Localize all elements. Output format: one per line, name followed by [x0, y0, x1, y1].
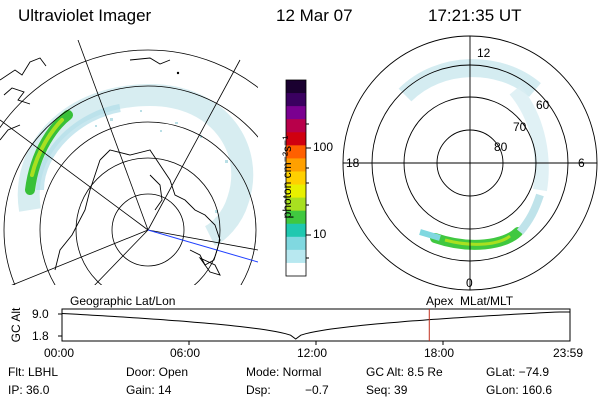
- timeline-plot: [58, 308, 571, 345]
- colorbar-segment: [286, 158, 306, 172]
- colorbar-segment: [286, 119, 306, 133]
- colorbar-segment: [286, 210, 306, 225]
- mlt-label-12: 12: [477, 46, 491, 60]
- info-glat: GLat: −74.9: [486, 365, 550, 379]
- mlt-label-18: 18: [346, 156, 360, 170]
- mlat-label-80: 80: [494, 140, 508, 154]
- info-dsp-label: Dsp:: [246, 383, 271, 397]
- timeline-x-tick-2: 12:00: [297, 346, 328, 360]
- colorbar-segment: [286, 132, 306, 146]
- colorbar-segment: [286, 197, 306, 212]
- date-label: 12 Mar 07: [276, 6, 353, 25]
- timeline-x-tick-0: 00:00: [44, 346, 75, 360]
- timeline-y-tick-top: 9.0: [32, 307, 49, 321]
- info-ip: IP: 36.0: [8, 383, 50, 397]
- colorbar-segment: [286, 236, 306, 251]
- colorbar: [286, 80, 306, 277]
- timeline-x-tick-1: 06:00: [170, 346, 201, 360]
- geographic-caption: Geographic Lat/Lon: [70, 294, 176, 308]
- info-flt: Flt: LBHL: [8, 365, 59, 379]
- colorbar-segment: [286, 184, 306, 199]
- mlt-label-6: 6: [578, 156, 585, 170]
- colorbar-tick-10: 10: [313, 227, 327, 241]
- info-glon: GLon: 160.6: [486, 383, 553, 397]
- colorbar-segment: [286, 106, 306, 120]
- info-dsp-value: −0.7: [305, 383, 329, 397]
- colorbar-segment: [286, 262, 306, 277]
- info-door: Door: Open: [126, 365, 189, 379]
- mlt-label-0: 0: [466, 276, 473, 290]
- timeline-y-label: GC Alt: [9, 307, 23, 343]
- colorbar-segment: [286, 145, 306, 159]
- mlat-label-70: 70: [513, 120, 527, 134]
- mlat-label-60: 60: [536, 98, 550, 112]
- colorbar-segment: [286, 93, 306, 107]
- apex-caption: Apex MLat/MLT: [426, 294, 514, 308]
- info-gain: Gain: 14: [126, 383, 172, 397]
- timeline-y-tick-bottom: 1.8: [32, 329, 49, 343]
- colorbar-segment: [286, 171, 306, 186]
- colorbar-segment: [286, 249, 306, 264]
- colorbar-label: photon cm⁻²s⁻¹: [280, 135, 294, 219]
- time-label: 17:21:35 UT: [428, 6, 522, 25]
- info-gc-alt: GC Alt: 8.5 Re: [366, 365, 443, 379]
- colorbar-segment: [286, 223, 306, 238]
- info-mode: Mode: Normal: [246, 365, 322, 379]
- colorbar-segment: [286, 80, 306, 94]
- timeline-x-tick-3: 18:00: [424, 346, 455, 360]
- info-seq: Seq: 39: [366, 383, 408, 397]
- left-map: [0, 40, 258, 285]
- timeline-x-tick-4: 23:59: [553, 346, 584, 360]
- colorbar-tick-100: 100: [313, 140, 334, 154]
- instrument-title: Ultraviolet Imager: [18, 6, 152, 25]
- mlat-mlt-polar-plot: [342, 35, 598, 291]
